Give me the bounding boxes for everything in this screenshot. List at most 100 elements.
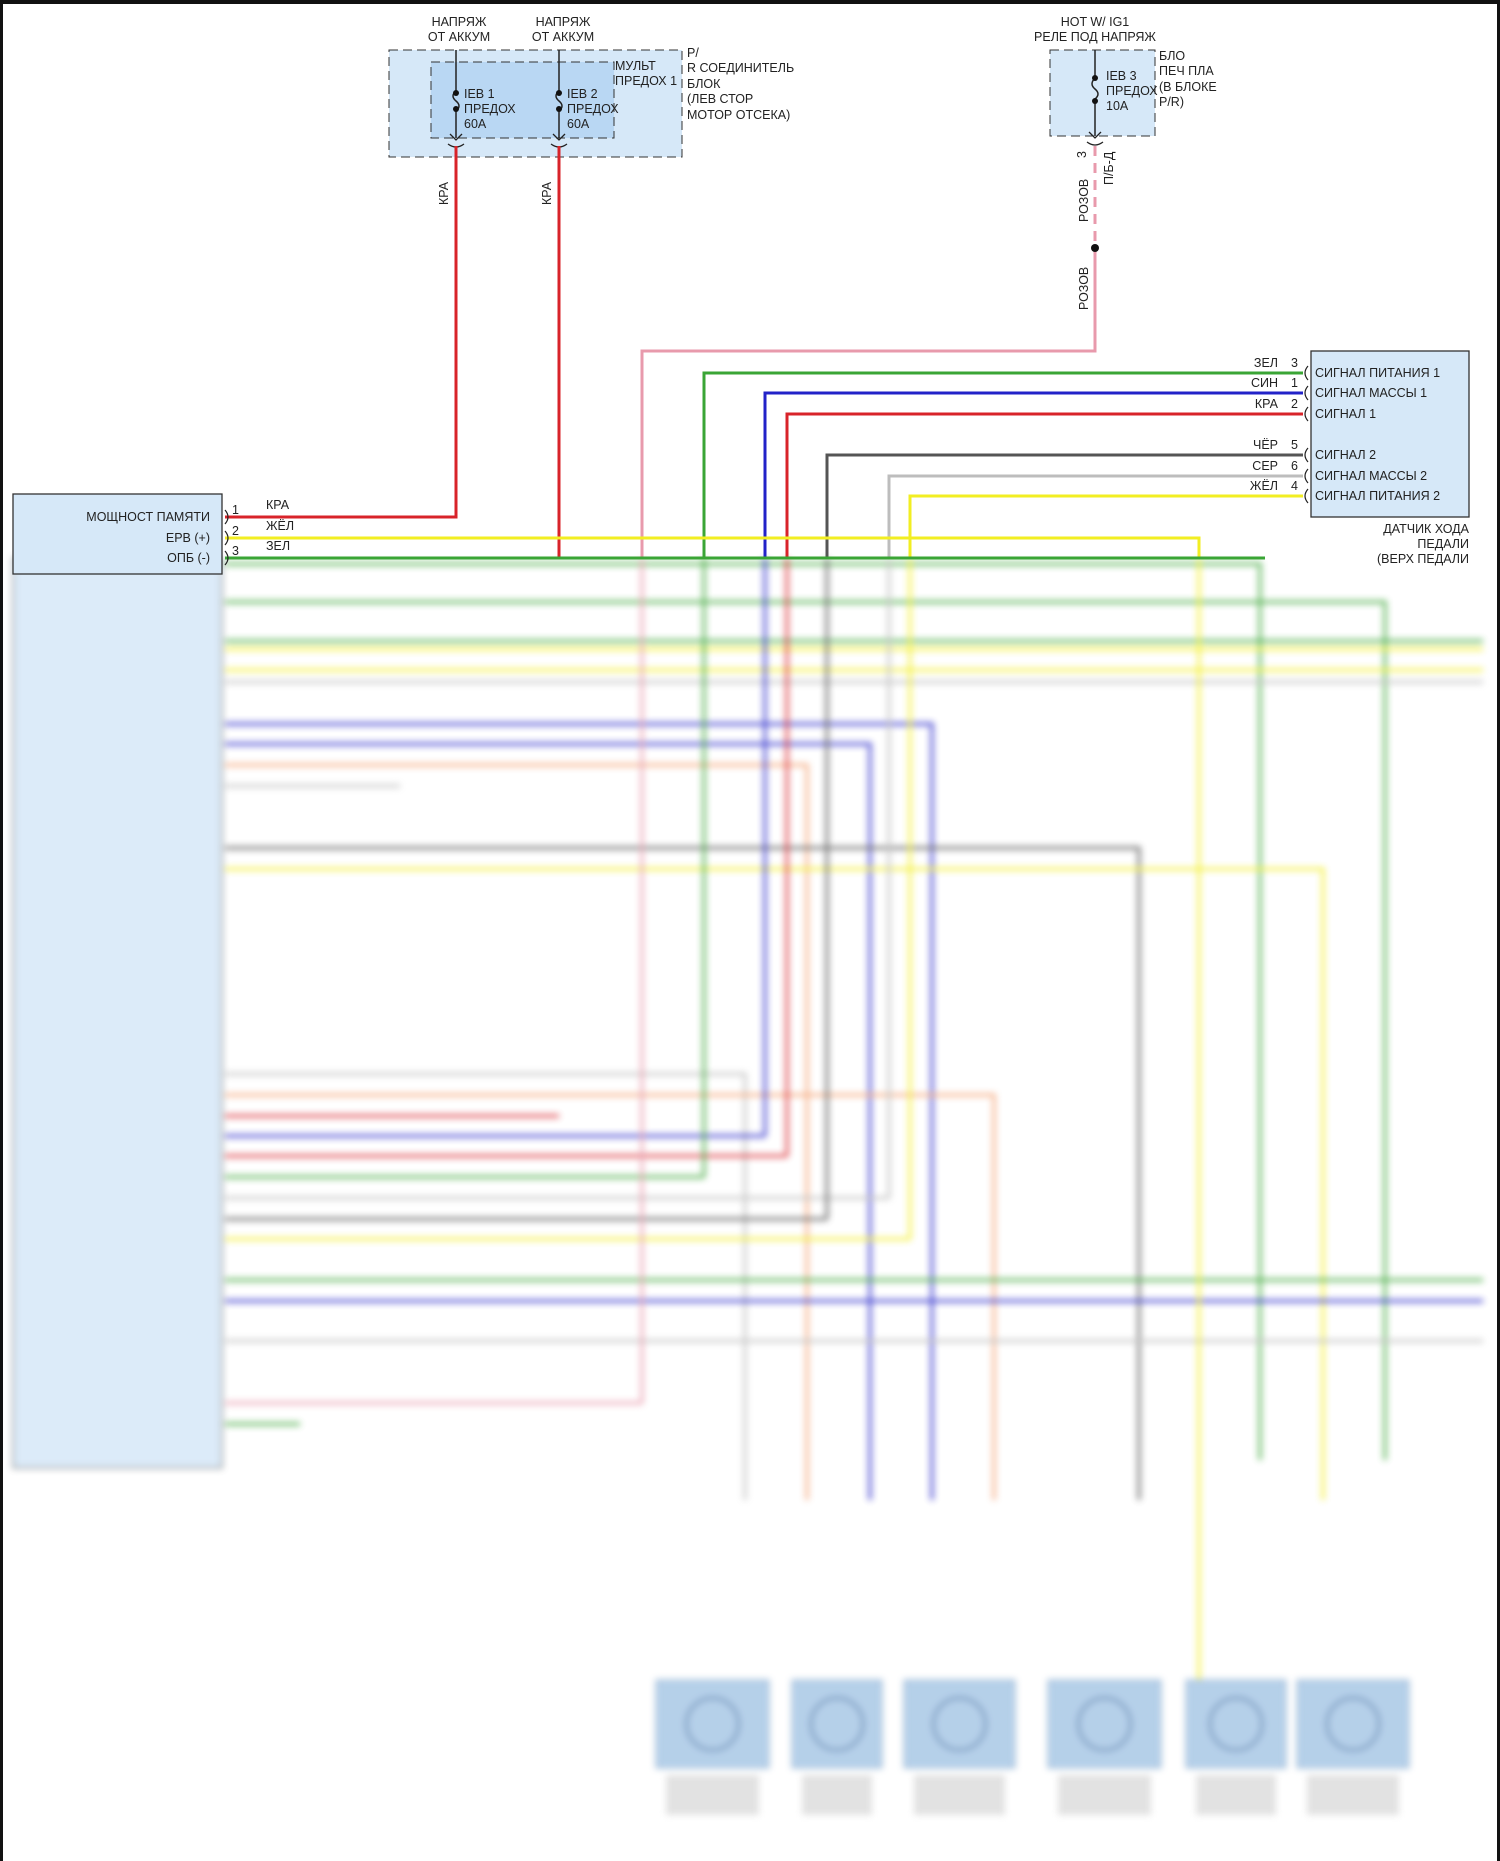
sensor-caption-placeholder [1196,1775,1276,1815]
pin-label: ЕРВ (+) [166,531,210,545]
fuse-1-rating: 60A [464,117,487,131]
sensor-caption-placeholder [914,1775,1005,1815]
wire-color-label: СИН [1251,376,1278,390]
wire-green-sensor [702,371,1303,558]
wire-color-label: КРА [1255,397,1279,411]
wire-color-label: ЧЁР [1253,438,1278,452]
pin-label: МОЩНОСТ ПАМЯТИ [86,510,210,524]
signal-label: СИГНАЛ 2 [1315,448,1376,462]
signal-label: СИГНАЛ ПИТАНИЯ 2 [1315,489,1440,503]
wheel-speed-sensor [1296,1679,1410,1769]
sensor-caption-placeholder [666,1775,759,1815]
pin-number: 5 [1291,438,1298,452]
sensor-caption-placeholder [1058,1775,1151,1815]
control-unit-box [12,493,223,575]
fuse-block-2-box [1049,49,1156,137]
sensor-box [1310,350,1470,518]
supply-2-label: НАПРЯЖ [536,15,591,29]
splice-icon [1091,244,1099,252]
wire-color-label: КРА [266,498,290,512]
fuse-2-name: IEB 2 [567,87,598,101]
fuse-block-1: НАПРЯЖ ОТ АККУМ НАПРЯЖ ОТ АККУМ МУЛЬТ ПР… [388,15,794,205]
wire-red-sensor [785,412,1303,558]
pin-number: 3 [1291,356,1298,370]
block-label: (В БЛОКЕ [1159,80,1217,94]
block-label: ПЕЧ ПЛА [1159,64,1214,78]
fuse-block-2: HOT W/ IG1 РЕЛЕ ПОД НАПРЯЖ БЛО ПЕЧ ПЛА (… [1034,15,1217,310]
pin-number: 2 [232,524,239,538]
wheel-speed-sensor [903,1679,1016,1769]
wire-pink [640,248,1097,558]
sensor-title: ДАТЧИК ХОДА [1383,522,1469,536]
sensor-icon [1325,1696,1381,1752]
connector-pin-icon [1304,385,1309,401]
wire-yellow-sensor [908,494,1303,558]
multi-fuse-box [430,61,615,139]
fuse-3-name: IEB 3 [1106,69,1137,83]
connector-icon [1086,131,1104,146]
wire-1-color: КРА [437,181,451,205]
blurred-lower-section [12,557,1483,1815]
connector-pin-icon [224,509,229,525]
wire-2-color: КРА [540,181,554,205]
sensor-icon [932,1696,987,1752]
signal-label: СИГНАЛ МАССЫ 2 [1315,469,1427,483]
fuse-1-name: IEB 1 [464,87,495,101]
pin-number: 3 [232,544,239,558]
pin-number: 1 [232,503,239,517]
wire-black [225,846,1141,1500]
wire-blue [225,722,934,1500]
wheel-speed-sensor [791,1679,883,1769]
sensor-title: ПЕДАЛИ [1417,537,1469,551]
wire-color-label: СЕР [1252,459,1278,473]
connector-pin-icon [224,550,229,566]
sensor-title: (ВЕРХ ПЕДАЛИ [1377,552,1469,566]
block-label: БЛО [1159,49,1185,63]
wheel-speed-sensor [1047,1679,1162,1769]
wire-color: РОЗОВ [1077,267,1091,310]
pin-number: 6 [1291,459,1298,473]
signal-label: СИГНАЛ 1 [1315,407,1376,421]
frame-left [0,0,3,1861]
pin-number: 1 [1291,376,1298,390]
fuse-3-type: ПРЕДОХ [1106,84,1158,98]
wire-color-label: ЖЁЛ [266,519,294,533]
wheel-speed-sensor [1185,1679,1287,1769]
multi-fuse-label: ПРЕДОХ 1 [615,74,677,88]
wire-orange [225,763,809,1500]
sensor-caption-placeholder [802,1775,872,1815]
fuse-2-rating: 60A [567,117,590,131]
multi-fuse-label: МУЛЬТ [615,59,656,73]
connector-id: П/Б-Д [1102,151,1116,185]
sensor-caption-placeholder [1307,1775,1399,1815]
block-label: МОТОР ОТСЕКА) [687,108,790,122]
wire-orange [225,1093,996,1500]
connector-pin-icon [1304,447,1309,463]
fuse-3-icon [1091,50,1099,136]
wire-green [225,562,1262,1460]
block-label: R СОЕДИНИТЕЛЬ [687,61,794,75]
wire-black-sensor [825,453,1303,558]
supply-1-label: ОТ АККУМ [428,30,490,44]
pin-number: 2 [1291,397,1298,411]
control-unit: МОЩНОСТ ПАМЯТИ 1 КРА ЕРВ (+) 2 ЖЁЛ ОПБ (-) 3 ЗЕЛ [12,493,294,575]
frame-top [0,0,1500,4]
pin-number: 3 [1075,151,1089,158]
wire-color-label: ЗЕЛ [1254,356,1278,370]
sensor-icon [685,1696,740,1752]
fuse-3-rating: 10A [1106,99,1129,113]
sensor-icon [809,1696,865,1752]
supply-1-label: НАПРЯЖ [432,15,487,29]
block-label: БЛОК [687,77,721,91]
connector-pin-icon [1304,468,1309,484]
pin-number: 4 [1291,479,1298,493]
connector-pin-icon [224,530,229,546]
supply-label: HOT W/ IG1 [1061,15,1130,29]
wire-color: РОЗОВ [1077,179,1091,222]
wire-color-label: ЗЕЛ [266,539,290,553]
wire-blue-sensor [763,391,1303,558]
wire-red-memory-power [225,146,458,519]
wire-green [225,600,1387,1460]
fuse-1-type: ПРЕДОХ [464,102,516,116]
